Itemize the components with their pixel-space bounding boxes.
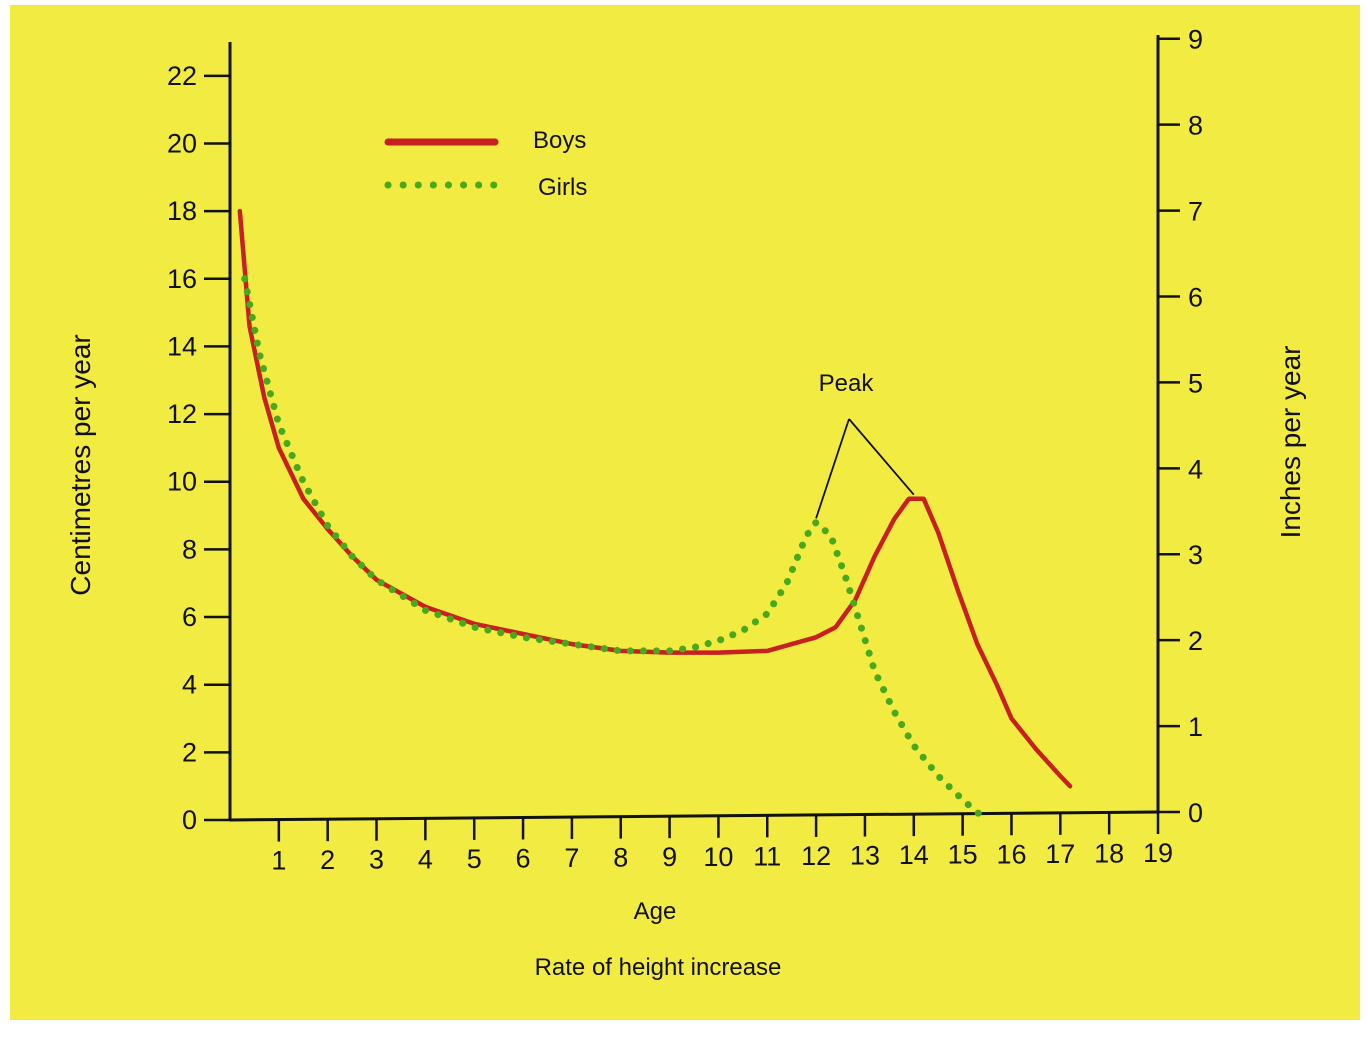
legend-boys-label: Boys — [533, 127, 586, 154]
x-axis-title: Age — [634, 898, 677, 925]
peak-leader-line — [815, 418, 850, 519]
left-y-tick-label: 2 — [182, 737, 197, 767]
right-y-tick-label: 8 — [1188, 111, 1203, 141]
chart-background — [10, 5, 1360, 1020]
left-y-tick-label: 16 — [167, 264, 197, 294]
left-y-tick-label: 20 — [167, 128, 197, 158]
left-y-tick-label: 14 — [167, 331, 197, 361]
right-y-tick-label: 6 — [1188, 282, 1203, 312]
x-tick-label: 18 — [1094, 838, 1124, 868]
x-tick-label: 10 — [703, 842, 733, 872]
x-tick-label: 16 — [996, 839, 1026, 869]
peak-annotation-label: Peak — [819, 370, 875, 397]
peak-leader-line — [848, 418, 915, 496]
left-y-axis-title: Centimetres per year — [65, 334, 96, 595]
right-y-tick-label: 4 — [1188, 454, 1203, 484]
left-y-tick-label: 18 — [167, 196, 197, 226]
x-tick-label: 6 — [516, 843, 531, 873]
right-y-tick-label: 7 — [1188, 197, 1203, 227]
series-line-girls — [241, 275, 986, 821]
left-y-tick-label: 12 — [167, 399, 197, 429]
x-tick-label: 19 — [1143, 838, 1173, 868]
x-tick-label: 15 — [948, 840, 978, 870]
x-tick-label: 1 — [271, 846, 286, 876]
x-tick-label: 2 — [320, 845, 335, 875]
legend: Boys Girls — [384, 127, 587, 201]
legend-girls-label: Girls — [538, 174, 587, 201]
right-y-tick-label: 3 — [1188, 540, 1203, 570]
right-y-tick-label: 1 — [1188, 712, 1203, 742]
x-tick-label: 12 — [801, 841, 831, 871]
x-tick-label: 3 — [369, 845, 384, 875]
left-y-tick-label: 10 — [167, 467, 197, 497]
left-y-tick-label: 4 — [182, 670, 197, 700]
x-tick-label: 14 — [899, 840, 929, 870]
x-tick-label: 8 — [613, 843, 628, 873]
right-y-tick-label: 0 — [1188, 798, 1203, 828]
left-y-tick-label: 0 — [182, 805, 197, 835]
annotation-layer: Peak — [815, 370, 915, 519]
chart-caption: Rate of height increase — [535, 954, 782, 981]
x-tick-label: 13 — [850, 841, 880, 871]
x-tick-label: 9 — [662, 842, 677, 872]
series-layer — [237, 208, 1073, 821]
left-y-tick-label: 22 — [167, 61, 197, 91]
right-y-tick-label: 9 — [1188, 25, 1203, 55]
x-tick-label: 4 — [418, 844, 433, 874]
right-y-tick-label: 2 — [1188, 626, 1203, 656]
x-tick-label: 7 — [564, 843, 579, 873]
left-y-tick-label: 8 — [182, 534, 197, 564]
right-y-axis-title: Inches per year — [1275, 346, 1306, 539]
x-tick-label: 17 — [1045, 839, 1075, 869]
right-y-tick-label: 5 — [1188, 368, 1203, 398]
x-axis-line — [229, 810, 1159, 822]
x-tick-label: 11 — [753, 841, 781, 871]
x-tick-label: 5 — [467, 844, 482, 874]
left-y-tick-label: 6 — [182, 602, 197, 632]
